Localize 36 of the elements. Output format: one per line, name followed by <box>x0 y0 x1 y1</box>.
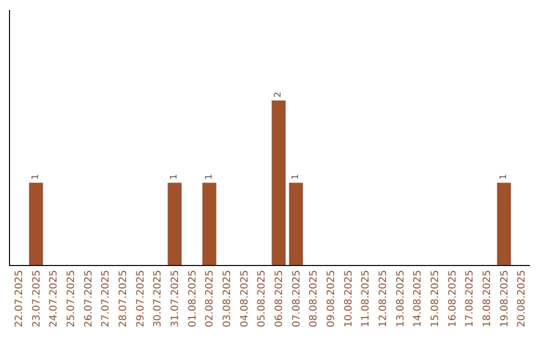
data-label: 1 <box>291 174 301 180</box>
x-tick-label: 23.07.2025 <box>31 270 42 328</box>
x-tick-label: 31.07.2025 <box>170 270 181 328</box>
x-tick-label: 26.07.2025 <box>83 270 94 328</box>
x-tick-label: 11.08.2025 <box>360 270 372 328</box>
data-label: 1 <box>170 174 180 180</box>
x-tick-label: 05.08.2025 <box>256 270 268 328</box>
x-tick-label: 13.08.2025 <box>395 270 406 328</box>
x-tick-label: 27.07.2025 <box>100 270 112 328</box>
x-tick-label: 19.08.2025 <box>499 270 510 328</box>
x-tick-label: 20.08.2025 <box>516 270 528 328</box>
x-tick-label: 29.07.2025 <box>135 270 146 328</box>
x-tick-label: 01.08.2025 <box>187 270 198 328</box>
x-tick-label: 03.08.2025 <box>222 270 233 328</box>
x-tick-label: 04.08.2025 <box>239 270 250 328</box>
data-label: 2 <box>274 92 284 98</box>
x-tick-label: 15.08.2025 <box>430 270 441 328</box>
x-tick-label: 06.08.2025 <box>274 270 285 328</box>
x-tick-label: 25.07.2025 <box>66 270 77 328</box>
data-label: 1 <box>31 174 41 180</box>
x-tick-label: 17.08.2025 <box>464 270 476 328</box>
x-tick-label: 24.07.2025 <box>48 270 60 328</box>
data-label: 1 <box>204 174 214 180</box>
x-tick-label: 22.07.2025 <box>14 270 25 328</box>
x-tick-label: 08.08.2025 <box>308 270 320 328</box>
x-tick-label: 14.08.2025 <box>412 270 424 328</box>
x-tick-label: 16.08.2025 <box>447 270 458 328</box>
x-tick-label: 30.07.2025 <box>152 270 164 328</box>
x-tick-label: 28.07.2025 <box>118 270 129 328</box>
x-tick-label: 07.08.2025 <box>291 270 302 328</box>
x-tick-label: 10.08.2025 <box>343 270 354 328</box>
data-label: 1 <box>499 174 509 180</box>
x-tick-label: 02.08.2025 <box>204 270 216 328</box>
x-tick-label: 09.08.2025 <box>326 270 337 328</box>
x-tick-label: 18.08.2025 <box>482 270 493 328</box>
x-tick-label: 12.08.2025 <box>378 270 389 328</box>
